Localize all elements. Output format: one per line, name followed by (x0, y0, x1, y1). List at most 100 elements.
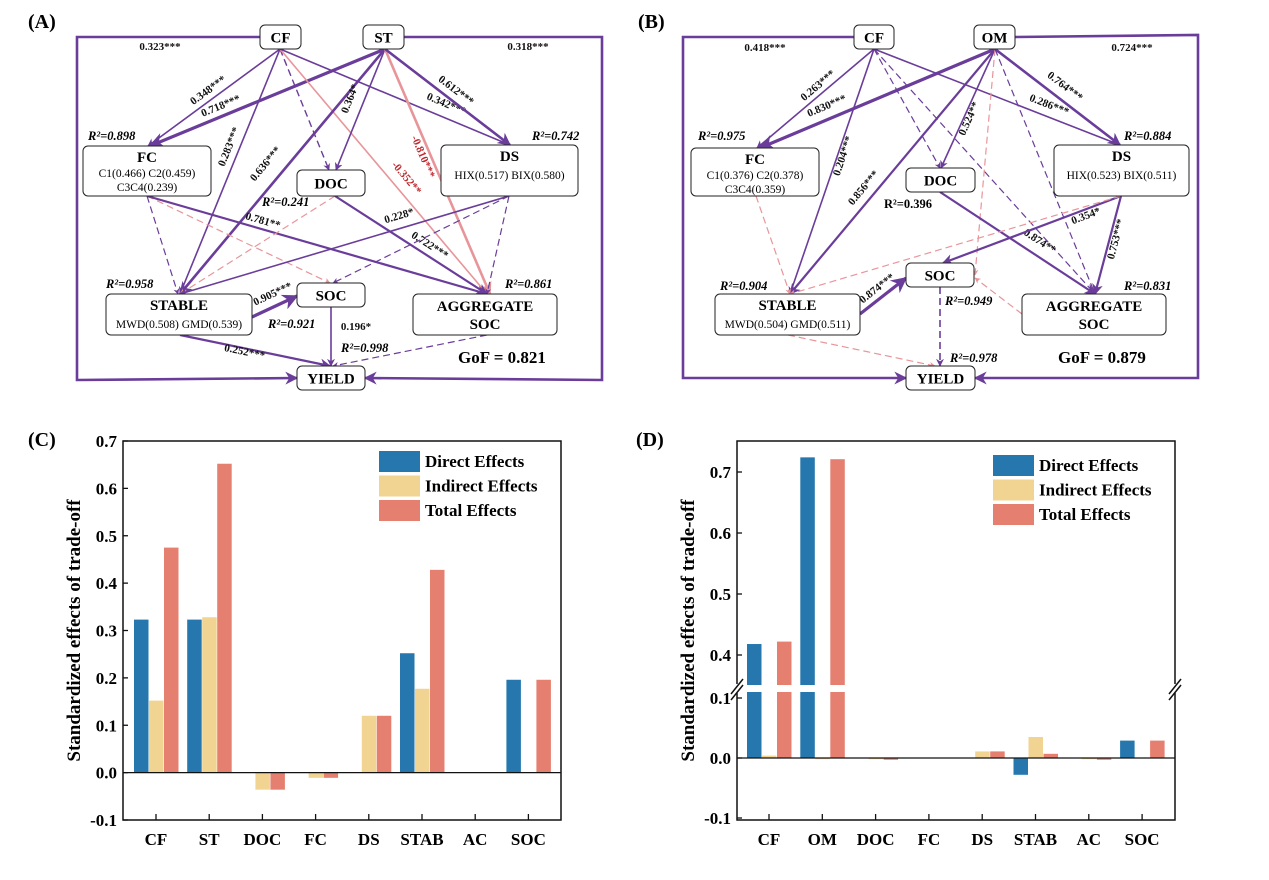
y-tick-label: -0.1 (704, 809, 731, 828)
x-tick-label: DOC (857, 830, 895, 849)
bar-direct-effects-cf (134, 619, 149, 773)
path-st-to-doc (334, 48, 386, 171)
x-tick-label: AC (1077, 830, 1102, 849)
node-box (905, 262, 975, 288)
legend-label: Direct Effects (425, 452, 525, 471)
node-label: CF (864, 31, 884, 47)
r-squared-stable: R²=0.958 (105, 277, 154, 291)
legend-swatch-0 (993, 455, 1034, 476)
node-yield: YIELD (905, 365, 976, 391)
path-coefficient: 0.283*** (216, 125, 243, 168)
bar-total-effects-ds (990, 751, 1005, 758)
bar-total-effects-cf (777, 641, 792, 685)
bar-indirect-effects-cf (149, 700, 164, 773)
x-tick-label: AC (463, 830, 488, 849)
y-tick-label: 0.6 (96, 479, 117, 498)
path-coefficient: 0.318*** (507, 41, 549, 53)
node-agg: AGGREGATE SOC (412, 293, 558, 336)
path-cf-to-stable (179, 48, 281, 295)
node-label: OM (982, 31, 1008, 47)
node-label: AGGREGATE (1046, 299, 1142, 315)
path-cf-to-ds (279, 48, 511, 146)
node-label: STABLE (758, 298, 816, 314)
x-tick-label: OM (808, 830, 837, 849)
sem-diagram-b: 0.263***0.830***0.204***0.286***0.856***… (681, 24, 1200, 391)
path-st-to-yield (363, 35, 604, 385)
node-ds: DS HIX(0.523) BIX(0.511) (1053, 144, 1190, 197)
node-indicator-loadings: C3C4(0.239) (117, 182, 178, 194)
axis-break-gap-right (1170, 684, 1180, 693)
bar-total-effects-stab (1043, 753, 1058, 758)
node-soc: SOC (296, 282, 366, 308)
node-label: YIELD (917, 372, 965, 388)
node-om: OM (973, 24, 1016, 50)
axis-break-mark (730, 678, 744, 695)
axis-break-mark (730, 684, 744, 701)
y-tick-label: 0.3 (96, 622, 117, 641)
node-box (440, 144, 579, 197)
path-stable-to-yield (179, 333, 332, 370)
r-squared-fc: R²=0.975 (697, 129, 745, 143)
bar-indirect-effects-doc (255, 772, 270, 790)
node-box (296, 282, 366, 308)
r-squared-yield: R²=0.978 (949, 351, 998, 365)
path-st-to-fc (148, 47, 386, 148)
path-cf-to-agg (279, 48, 488, 295)
bar-total-effects-stab (430, 569, 445, 773)
node-box (296, 365, 366, 391)
legend-swatch-2 (993, 504, 1034, 525)
node-box (1053, 144, 1190, 197)
bar-indirect-effects-stab (415, 688, 430, 773)
legend-label: Total Effects (1039, 505, 1131, 524)
node-label: ST (374, 31, 392, 47)
plot-frame (736, 440, 1176, 821)
node-box (82, 145, 212, 197)
x-tick-label: SOC (511, 830, 546, 849)
node-box (296, 169, 366, 197)
y-tick-label: 0.7 (710, 463, 732, 482)
node-label: AGGREGATE (437, 299, 533, 315)
node-cf: CF (853, 24, 895, 50)
x-tick-label: CF (145, 830, 168, 849)
x-tick-label: DS (971, 830, 993, 849)
bar-total-effects-om (830, 459, 845, 685)
y-tick-label: 0.0 (710, 749, 731, 768)
node-label: DS (1112, 149, 1131, 165)
axis-break-mark (1168, 678, 1182, 695)
node-label: DOC (924, 174, 957, 190)
path-coefficient: 0.753*** (1105, 217, 1127, 260)
bar-chart-d: 0.7 0.6 0.5 0.4 0.1 0.0 -0.1 CF OM DOC FC DS STAB AC S… (678, 440, 1182, 849)
bar-indirect-effects-cf (762, 755, 777, 758)
node-stable: STABLE MWD(0.504) GMD(0.511) (714, 293, 861, 336)
path-coefficient: 0.323*** (139, 41, 181, 53)
path-st-to-agg (383, 48, 492, 296)
path-ds-to-stable (179, 195, 510, 296)
path-om-to-doc (940, 48, 996, 169)
r-squared-agg: R²=0.831 (1123, 279, 1171, 293)
bar-direct-effects-stab (400, 653, 415, 773)
legend-swatch-1 (379, 475, 420, 497)
node-label: FC (137, 150, 157, 166)
node-box (973, 24, 1016, 50)
bar-total-effects-ac (1096, 758, 1112, 760)
legend-label: Direct Effects (1039, 456, 1139, 475)
node-agg: AGGREGATE SOC (1021, 293, 1167, 336)
y-tick-label: 0.5 (710, 585, 731, 604)
path-doc-to-stable (179, 195, 336, 295)
node-indicator-loadings: C1(0.466) C2(0.459) (99, 168, 196, 180)
legend-label: Indirect Effects (1039, 481, 1152, 500)
path-cf-to-stable (788, 48, 875, 295)
bar-indirect-effects-ds (975, 751, 990, 758)
path-coefficient: 0.204*** (831, 134, 856, 177)
bar-total-effects-ds (376, 715, 392, 773)
node-stable: STABLE MWD(0.508) GMD(0.539) (105, 293, 253, 336)
node-cf: CF (259, 24, 302, 50)
node-ds: DS HIX(0.517) BIX(0.580) (440, 144, 579, 197)
path-doc-to-agg (334, 195, 488, 295)
path-om-to-stable (789, 48, 996, 295)
path-doc-to-agg (939, 191, 1096, 295)
gof-value: GoF = 0.821 (458, 348, 546, 367)
bar-direct-effects-om (800, 692, 815, 758)
r-squared-doc: R²=0.241 (261, 195, 309, 209)
